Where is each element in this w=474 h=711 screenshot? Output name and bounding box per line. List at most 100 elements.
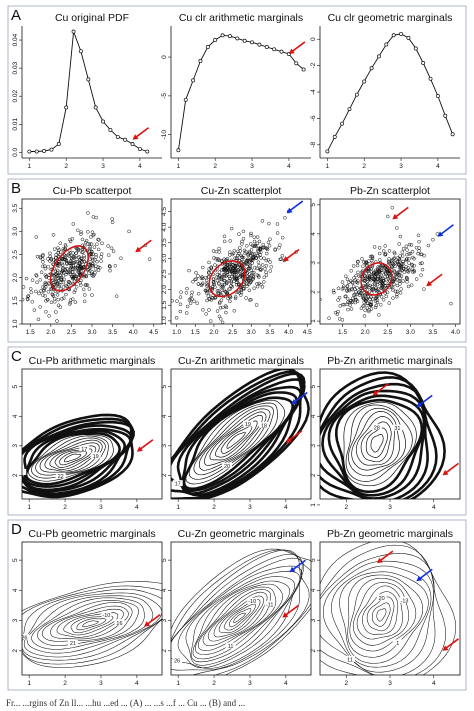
scatter-point xyxy=(227,278,232,283)
scatter-point xyxy=(212,277,216,282)
scatter-point xyxy=(201,265,205,270)
scatter-point xyxy=(379,302,383,307)
scatter-point xyxy=(245,259,249,263)
scatter-point xyxy=(228,299,232,304)
scatter-point xyxy=(400,261,404,266)
scatter-point xyxy=(374,303,378,308)
scatter-outlier xyxy=(86,211,90,215)
scatter-point xyxy=(73,265,78,270)
scatter-point xyxy=(261,242,266,247)
scatter-point xyxy=(376,270,381,275)
scatter-point xyxy=(420,252,424,257)
x-tick-label: 2 xyxy=(344,680,348,687)
contour-line xyxy=(345,404,413,482)
scatter-point xyxy=(406,284,411,289)
panel-title: Cu original PDF xyxy=(55,12,129,24)
scatter-point xyxy=(367,308,371,312)
data-point xyxy=(301,67,306,72)
contour-line xyxy=(22,417,135,497)
panel-c2: Cu-Zn arithmetic marginals 19 18 20 17 1 2 3 4 2 3… xyxy=(161,355,312,511)
contour-label-bg xyxy=(67,639,78,646)
scatter-point xyxy=(361,264,365,269)
contour-label-bg xyxy=(264,600,275,607)
scatter-point xyxy=(353,296,357,300)
panel-title: Pb-Zn geometric marginals xyxy=(327,528,453,540)
scatter-point xyxy=(380,282,385,287)
data-point xyxy=(362,79,367,84)
scatter-point xyxy=(65,284,69,289)
y-tick-label: 4 xyxy=(310,588,317,592)
data-point xyxy=(413,46,418,51)
scatter-point xyxy=(222,274,227,279)
scatter-point xyxy=(227,274,231,279)
scatter-point xyxy=(192,299,196,304)
contour-line xyxy=(320,553,436,675)
contour-line xyxy=(365,427,388,458)
x-tick-label: 1 xyxy=(177,163,181,170)
scatter-point xyxy=(84,238,89,243)
scatter-point xyxy=(373,296,378,301)
scatter-point xyxy=(94,255,98,259)
scatter-point xyxy=(43,294,47,298)
scatter-point xyxy=(214,257,218,261)
scatter-point xyxy=(340,280,345,284)
scatter-point xyxy=(200,276,205,281)
scatter-point xyxy=(59,278,64,282)
scatter-point xyxy=(363,276,368,280)
scatter-point xyxy=(211,284,215,289)
scatter-point xyxy=(51,278,56,282)
scatter-point xyxy=(222,282,227,287)
y-tick-label: 3 xyxy=(12,444,19,448)
scatter-point xyxy=(234,262,238,266)
scatter-point xyxy=(218,305,223,310)
data-point xyxy=(123,137,128,142)
scatter-point xyxy=(76,248,81,253)
scatter-point xyxy=(398,234,403,239)
red-arrow-0-shaft xyxy=(291,41,306,53)
scatter-point xyxy=(397,279,402,283)
scatter-point xyxy=(256,253,260,258)
contour-label-bg xyxy=(114,619,125,626)
data-point xyxy=(376,54,381,59)
data-point xyxy=(340,121,345,126)
red-arrow-0-head xyxy=(136,446,143,452)
scatter-point xyxy=(220,277,224,282)
red-arrow-2-head xyxy=(442,645,449,651)
scatter-point xyxy=(60,263,65,267)
panel-title: Pb-Zn scatterplot xyxy=(350,185,430,197)
scatter-point xyxy=(404,264,408,269)
scatter-point xyxy=(53,300,57,304)
x-tick-label: 4 xyxy=(436,163,440,170)
scatter-point xyxy=(264,258,269,263)
contour-line xyxy=(171,548,311,675)
scatter-point xyxy=(390,265,394,270)
scatter-point xyxy=(398,291,403,295)
scatter-point xyxy=(268,237,272,242)
contour-line xyxy=(349,578,417,652)
contour-label: -11 xyxy=(266,602,274,608)
scatter-point xyxy=(362,314,367,318)
series-line xyxy=(326,33,454,152)
y-tick-label: -4 xyxy=(310,89,317,95)
scatter-point xyxy=(72,256,76,261)
scatter-point xyxy=(390,286,395,290)
x-tick-label: 4 xyxy=(432,504,436,511)
panel-title: Cu-Pb scatterpot xyxy=(53,185,132,197)
contour-line xyxy=(70,615,114,634)
scatter-point xyxy=(377,265,382,270)
contour-label: 11 xyxy=(228,644,234,650)
scatter-point xyxy=(241,255,246,260)
scatter-point xyxy=(240,242,244,246)
scatter-point xyxy=(73,288,77,293)
red-arrow-0-head xyxy=(135,246,142,253)
scatter-outlier xyxy=(36,317,41,322)
scatter-point xyxy=(262,256,266,261)
x-tick-label: 3 xyxy=(101,163,105,170)
scatter-point xyxy=(76,256,81,260)
scatter-point xyxy=(255,253,260,257)
scatter-point xyxy=(75,279,80,283)
scatter-point xyxy=(217,273,222,278)
scatter-point xyxy=(18,315,21,318)
scatter-point xyxy=(230,272,235,276)
